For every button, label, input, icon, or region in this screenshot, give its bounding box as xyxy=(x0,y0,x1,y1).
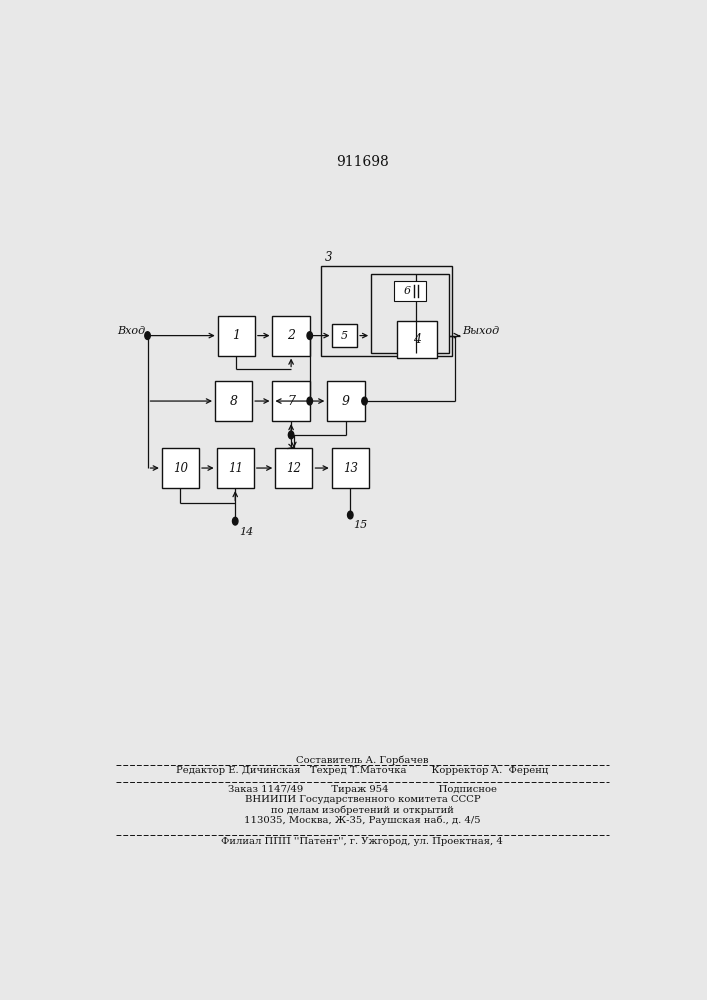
Circle shape xyxy=(233,517,238,525)
Text: 14: 14 xyxy=(240,527,254,537)
Text: 11: 11 xyxy=(228,462,243,475)
Bar xyxy=(321,266,452,356)
Bar xyxy=(332,324,357,347)
Bar xyxy=(327,381,365,421)
Text: 12: 12 xyxy=(286,462,301,475)
Text: 2: 2 xyxy=(287,329,295,342)
Circle shape xyxy=(348,511,353,519)
Circle shape xyxy=(145,332,151,339)
Circle shape xyxy=(307,397,312,405)
Text: 13: 13 xyxy=(343,462,358,475)
Text: Филиал ППП ''Патент'', г. Ужгород, ул. Проектная, 4: Филиал ППП ''Патент'', г. Ужгород, ул. П… xyxy=(221,837,503,846)
Bar xyxy=(397,321,437,358)
Text: 9: 9 xyxy=(342,395,350,408)
Text: 1: 1 xyxy=(233,329,240,342)
Text: 10: 10 xyxy=(173,462,188,475)
Circle shape xyxy=(362,397,367,405)
Text: 6: 6 xyxy=(404,286,411,296)
Bar xyxy=(272,381,310,421)
Bar xyxy=(162,448,199,488)
Bar xyxy=(272,316,310,356)
Text: 7: 7 xyxy=(287,395,295,408)
Bar xyxy=(215,381,252,421)
Bar xyxy=(371,274,449,353)
Bar xyxy=(394,281,426,301)
Text: ВНИИПИ Государственного комитета СССР: ВНИИПИ Государственного комитета СССР xyxy=(245,795,480,804)
Text: Вход: Вход xyxy=(117,326,145,336)
Circle shape xyxy=(288,431,294,439)
Bar xyxy=(216,448,254,488)
Text: 4: 4 xyxy=(413,333,421,346)
Bar xyxy=(275,448,312,488)
Text: Выход: Выход xyxy=(462,326,500,336)
Text: Редактор Е. Дичинская   Техред Т.Маточка        Корректор А.  Ференц: Редактор Е. Дичинская Техред Т.Маточка К… xyxy=(176,766,549,775)
Text: 113035, Москва, Ж-35, Раушская наб., д. 4/5: 113035, Москва, Ж-35, Раушская наб., д. … xyxy=(244,815,481,825)
Text: 5: 5 xyxy=(341,331,349,341)
Text: 15: 15 xyxy=(354,520,368,530)
Text: по делам изобретений и открытий: по делам изобретений и открытий xyxy=(271,805,454,815)
Text: 911698: 911698 xyxy=(336,155,389,169)
Text: 8: 8 xyxy=(230,395,238,408)
Text: Составитель А. Горбачев: Составитель А. Горбачев xyxy=(296,756,428,765)
Text: Заказ 1147/49         Тираж 954                Подписное: Заказ 1147/49 Тираж 954 Подписное xyxy=(228,785,497,794)
Bar xyxy=(218,316,255,356)
Bar xyxy=(332,448,369,488)
Text: 3: 3 xyxy=(325,251,332,264)
Circle shape xyxy=(307,332,312,339)
